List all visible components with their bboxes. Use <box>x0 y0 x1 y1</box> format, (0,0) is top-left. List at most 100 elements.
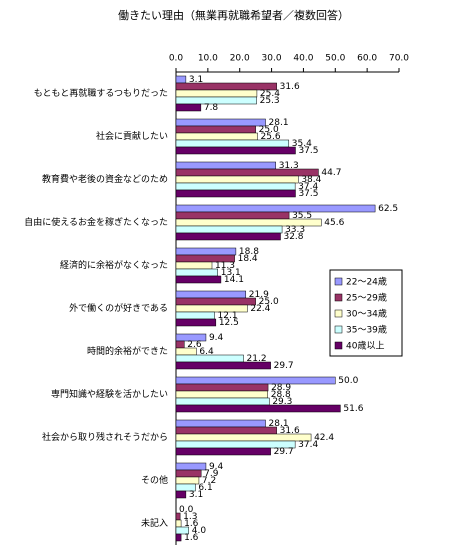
value-label: 37.5 <box>298 189 318 199</box>
legend-swatch <box>334 277 343 286</box>
legend-label: 35～39歳 <box>346 324 387 336</box>
bar <box>175 175 299 184</box>
value-label: 31.3 <box>279 161 299 171</box>
bar <box>175 311 215 320</box>
value-label: 45.6 <box>324 218 344 228</box>
bar <box>175 526 189 535</box>
value-label: 3.1 <box>189 490 203 500</box>
value-label: 22.4 <box>250 304 270 314</box>
category-label: 外で働くのが好きである <box>69 302 168 314</box>
value-label: 9.4 <box>209 462 224 472</box>
value-label: 37.4 <box>298 440 318 450</box>
category-label: 経済的に余裕がなくなった <box>60 259 168 271</box>
value-label: 7.2 <box>202 476 216 486</box>
bar <box>175 361 271 370</box>
category-label: 専門知識や経験を活かしたい <box>51 388 168 400</box>
value-label: 12.5 <box>219 318 239 328</box>
bar <box>175 447 271 456</box>
chart-title: 働きたい理由（無業再就職希望者／複数回答） <box>118 8 349 22</box>
bar <box>175 146 296 155</box>
bar <box>175 419 266 428</box>
x-tick-label: 30.0 <box>262 54 282 64</box>
bar <box>175 333 207 342</box>
bar <box>175 168 319 177</box>
legend-label: 25～29歳 <box>346 292 387 304</box>
bar <box>175 182 296 191</box>
category-label: 教育費や老後の資金などのため <box>42 173 168 185</box>
value-label: 51.6 <box>343 404 363 414</box>
legend-swatch <box>334 341 343 350</box>
category-label: もともと再就職するつもりだった <box>34 87 168 99</box>
bar <box>175 404 341 413</box>
bar <box>175 225 283 234</box>
bar <box>175 103 202 112</box>
value-label: 28.1 <box>269 118 289 128</box>
value-label: 29.7 <box>274 361 294 371</box>
value-label: 35.4 <box>292 139 312 149</box>
category-label: その他 <box>141 474 168 486</box>
bar <box>175 426 277 435</box>
value-label: 3.1 <box>189 75 203 85</box>
bar <box>175 340 185 349</box>
bar <box>175 96 257 105</box>
bar <box>175 132 258 141</box>
bar <box>175 261 213 270</box>
legend-swatch <box>334 325 343 334</box>
value-label: 44.7 <box>321 168 341 178</box>
bar <box>175 476 200 485</box>
bar <box>175 469 202 478</box>
bar <box>175 347 197 356</box>
bar <box>175 89 258 98</box>
bar <box>175 297 256 306</box>
value-label: 2.6 <box>187 340 202 350</box>
bar <box>175 204 376 213</box>
bar <box>175 161 276 170</box>
value-label: 37.5 <box>298 146 318 156</box>
value-label: 25.4 <box>260 89 280 99</box>
value-label: 62.5 <box>378 204 398 214</box>
value-label: 4.0 <box>192 526 207 536</box>
bar <box>175 211 290 220</box>
bar <box>175 290 247 299</box>
value-label: 9.4 <box>209 333 224 343</box>
value-label: 25.0 <box>259 297 279 307</box>
value-label: 38.4 <box>301 175 321 185</box>
bar <box>175 75 187 84</box>
legend-swatch <box>334 309 343 318</box>
value-label: 31.6 <box>280 426 300 436</box>
value-label: 42.4 <box>314 433 334 443</box>
value-label: 21.9 <box>249 290 269 300</box>
bar <box>175 462 207 471</box>
x-tick-label: 40.0 <box>293 54 313 64</box>
bar <box>175 490 187 499</box>
category-label: 社会に貢献したい <box>96 130 168 142</box>
value-label: 25.3 <box>260 96 280 106</box>
bar <box>175 268 218 277</box>
bar <box>175 247 237 256</box>
value-label: 1.6 <box>184 533 199 543</box>
value-label: 18.8 <box>239 247 259 257</box>
category-label: 未記入 <box>141 517 168 529</box>
bar <box>175 533 182 542</box>
value-label: 7.8 <box>204 103 219 113</box>
bar <box>175 383 269 392</box>
value-label: 28.1 <box>269 419 289 429</box>
value-label: 0.0 <box>179 505 194 515</box>
value-label: 18.4 <box>238 254 258 264</box>
category-label: 社会から取り残されそうだから <box>42 431 168 443</box>
x-tick-label: 20.0 <box>230 54 250 64</box>
x-tick-label: 50.0 <box>325 54 345 64</box>
bar <box>175 397 270 406</box>
value-label: 25.6 <box>261 132 281 142</box>
value-label: 28.8 <box>271 390 291 400</box>
value-label: 21.2 <box>247 354 267 364</box>
legend-label: 30～34歳 <box>346 308 387 320</box>
bar <box>175 118 266 127</box>
value-label: 13.1 <box>221 268 241 278</box>
bar <box>175 232 281 241</box>
value-label: 33.3 <box>285 225 305 235</box>
value-label: 29.7 <box>274 447 294 457</box>
bar <box>175 139 290 148</box>
value-label: 37.4 <box>298 182 318 192</box>
bar <box>175 275 222 284</box>
